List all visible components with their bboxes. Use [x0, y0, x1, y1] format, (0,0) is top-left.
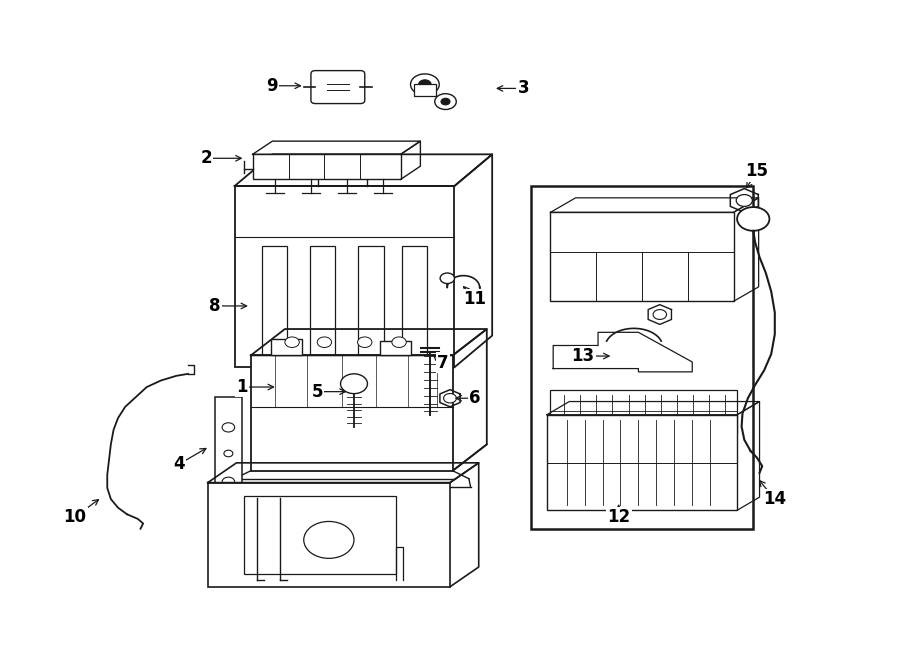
Bar [215, 397, 242, 506]
FancyBboxPatch shape [310, 71, 365, 103]
Text: 13: 13 [572, 347, 594, 365]
Circle shape [285, 337, 300, 348]
Bar [358, 246, 383, 358]
Bar [208, 483, 450, 587]
Circle shape [435, 94, 456, 109]
Bar [547, 414, 737, 510]
Text: 4: 4 [173, 455, 184, 473]
Circle shape [736, 195, 752, 207]
Text: 1: 1 [236, 378, 248, 396]
Bar [251, 355, 453, 471]
Text: 6: 6 [470, 389, 481, 407]
Bar [380, 341, 411, 355]
Circle shape [441, 98, 450, 105]
Text: 7: 7 [437, 354, 448, 371]
Circle shape [440, 273, 454, 283]
Text: 14: 14 [763, 490, 787, 508]
Bar [531, 186, 753, 529]
Text: 9: 9 [266, 77, 278, 95]
Text: 5: 5 [311, 383, 323, 401]
Bar [235, 186, 454, 367]
Bar [244, 496, 396, 573]
Circle shape [357, 337, 372, 348]
Text: 11: 11 [464, 291, 487, 308]
Circle shape [392, 337, 406, 348]
Circle shape [737, 207, 769, 231]
Circle shape [340, 374, 367, 394]
Circle shape [222, 423, 235, 432]
Text: 2: 2 [200, 150, 212, 167]
Circle shape [304, 522, 354, 558]
Circle shape [222, 477, 235, 487]
Bar [414, 84, 436, 95]
Circle shape [317, 337, 331, 348]
Bar [310, 246, 335, 358]
Text: 10: 10 [64, 508, 86, 526]
Bar [262, 246, 287, 358]
Circle shape [410, 74, 439, 95]
Circle shape [444, 393, 456, 403]
Text: 3: 3 [518, 79, 529, 97]
Text: 15: 15 [745, 162, 769, 181]
Circle shape [418, 80, 431, 89]
Bar [551, 390, 737, 433]
Circle shape [653, 310, 667, 320]
Text: 12: 12 [608, 508, 630, 526]
Bar [271, 339, 302, 355]
Bar [402, 246, 428, 358]
Bar [253, 154, 400, 179]
Circle shape [224, 450, 233, 457]
Text: 8: 8 [209, 297, 220, 315]
Bar [551, 213, 733, 301]
